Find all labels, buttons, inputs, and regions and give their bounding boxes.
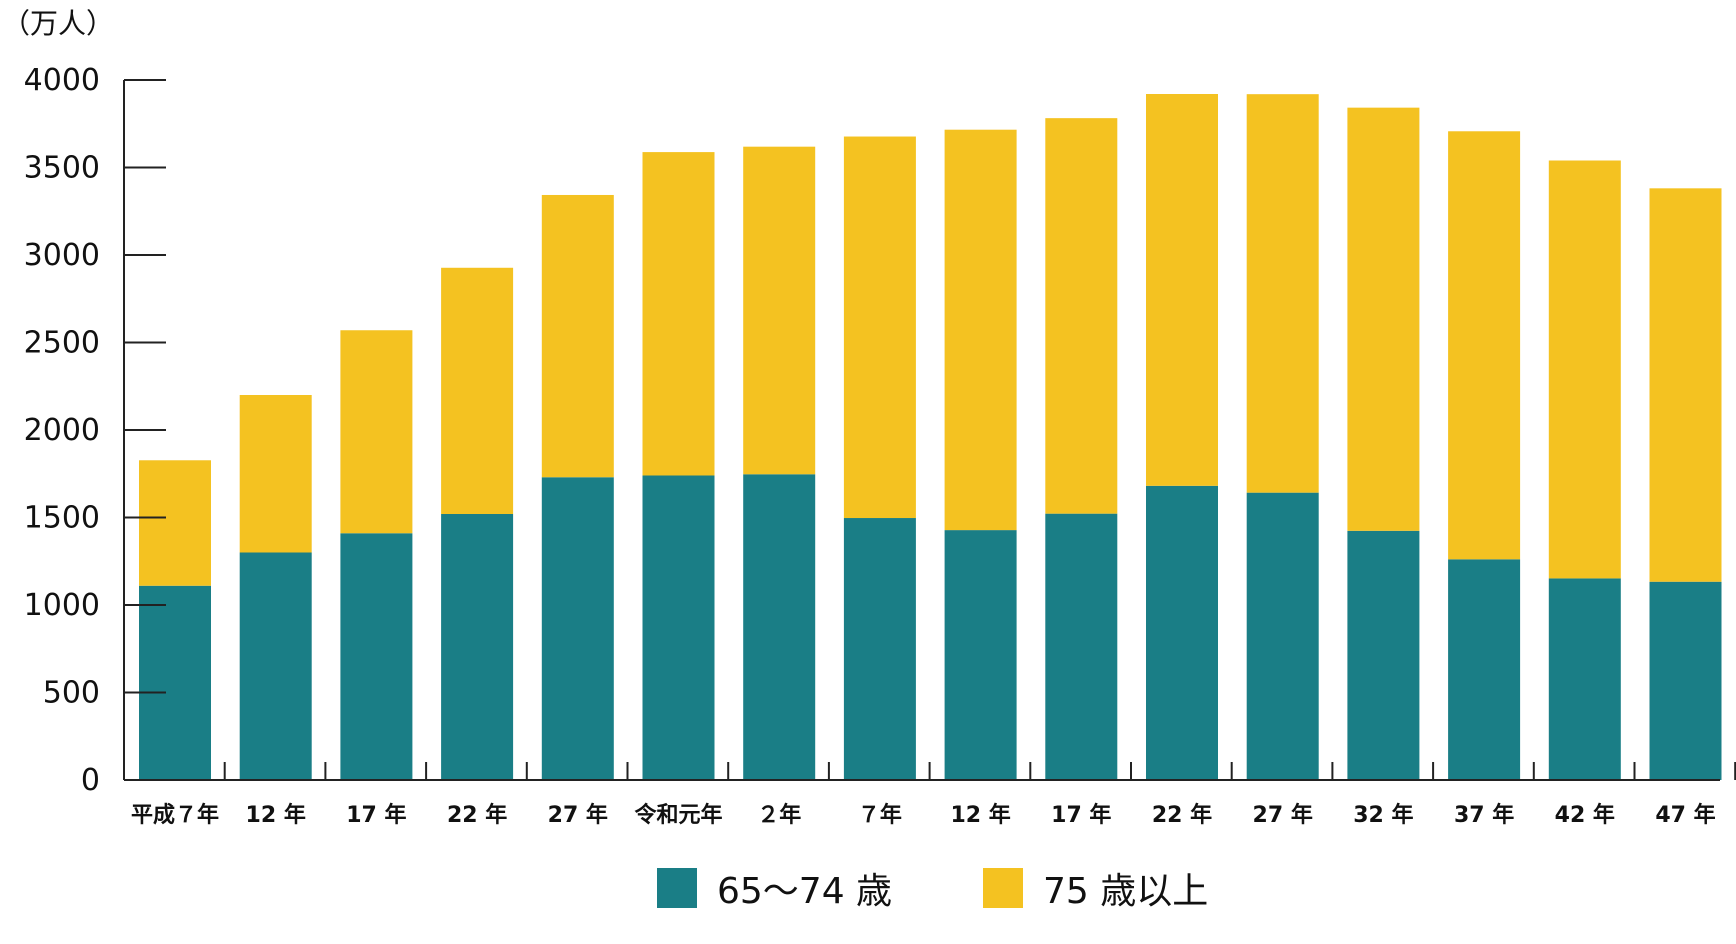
bar-75-plus-11 xyxy=(1246,94,1319,493)
x-tick-label-2: 17 年 xyxy=(346,802,406,828)
bar-65-74-5 xyxy=(642,475,715,780)
y-tick-label-1000: 1000 xyxy=(24,588,100,623)
x-tick-label-4: 27 年 xyxy=(548,802,608,828)
x-tick-label-0: 平成７年 xyxy=(131,802,219,828)
bar-65-74-3 xyxy=(441,514,514,780)
legend-label-75-plus: 75 歳以上 xyxy=(1043,871,1209,912)
y-tick-label-2500: 2500 xyxy=(24,326,100,361)
x-tick-label-6: ２年 xyxy=(757,802,801,828)
bar-65-74-0 xyxy=(139,585,211,780)
y-tick-label-500: 500 xyxy=(43,676,100,711)
bar-65-74-8 xyxy=(944,530,1017,780)
bar-65-74-2 xyxy=(340,533,413,780)
bar-75-plus-9 xyxy=(1045,118,1118,514)
bar-75-plus-3 xyxy=(441,267,514,514)
bar-65-74-15 xyxy=(1649,581,1722,780)
bar-75-plus-1 xyxy=(239,395,312,553)
bar-65-74-7 xyxy=(843,518,916,780)
y-tick-label-0: 0 xyxy=(81,763,100,798)
bar-75-plus-0 xyxy=(139,460,211,586)
legend-swatch-75-plus xyxy=(983,868,1023,908)
y-tick-label-3500: 3500 xyxy=(24,151,100,186)
legend-swatch-65-74 xyxy=(657,868,697,908)
bar-75-plus-12 xyxy=(1347,107,1420,531)
legend-item-75-plus: 75 歳以上 xyxy=(983,862,1208,914)
x-tick-label-10: 22 年 xyxy=(1152,802,1212,828)
bar-65-74-14 xyxy=(1548,578,1621,780)
x-tick-label-13: 37 年 xyxy=(1454,802,1514,828)
bar-65-74-4 xyxy=(541,477,614,780)
bar-65-74-1 xyxy=(239,552,312,780)
bar-75-plus-10 xyxy=(1146,94,1218,486)
bar-75-plus-13 xyxy=(1448,131,1521,560)
bar-75-plus-4 xyxy=(541,194,614,478)
x-tick-label-7: ７年 xyxy=(858,802,902,828)
y-tick-label-4000: 4000 xyxy=(24,63,100,98)
y-axis-unit-label: （万人） xyxy=(2,7,115,40)
x-tick-label-1: 12 年 xyxy=(246,802,306,828)
bar-75-plus-2 xyxy=(340,330,413,534)
bar-75-plus-5 xyxy=(642,152,715,476)
x-tick-label-3: 22 年 xyxy=(447,802,507,828)
bar-75-plus-6 xyxy=(743,146,816,475)
legend-item-65-74: 65～74 歳 xyxy=(657,862,892,914)
bar-75-plus-7 xyxy=(843,136,916,519)
bar-65-74-9 xyxy=(1045,513,1118,780)
bar-65-74-6 xyxy=(743,474,816,780)
x-tick-label-8: 12 年 xyxy=(950,802,1010,828)
x-tick-label-14: 42 年 xyxy=(1555,802,1615,828)
x-tick-label-12: 32 年 xyxy=(1353,802,1413,828)
y-tick-label-3000: 3000 xyxy=(24,238,100,273)
stacked-bar-chart: 0 500 1000 1500 2000 2500 3000 3500 4000 平成７年 12 年… xyxy=(24,63,1736,828)
y-tick-label-2000: 2000 xyxy=(24,413,100,448)
legend: 65～74 歳 75 歳以上 xyxy=(0,862,1736,912)
bar-65-74-10 xyxy=(1146,485,1218,780)
bar-65-74-11 xyxy=(1246,492,1319,780)
legend-label-65-74: 65～74 歳 xyxy=(717,871,893,912)
bar-65-74-12 xyxy=(1347,530,1420,780)
bar-75-plus-15 xyxy=(1649,188,1722,582)
bar-75-plus-8 xyxy=(944,129,1017,531)
y-tick-label-1500: 1500 xyxy=(24,501,100,536)
x-tick-label-11: 27 年 xyxy=(1253,802,1313,828)
bar-75-plus-14 xyxy=(1548,160,1621,579)
x-tick-label-9: 17 年 xyxy=(1051,802,1111,828)
x-tick-label-5: 令和元年 xyxy=(634,802,722,828)
x-tick-label-15: 47 年 xyxy=(1655,802,1715,828)
bar-65-74-13 xyxy=(1448,559,1521,780)
